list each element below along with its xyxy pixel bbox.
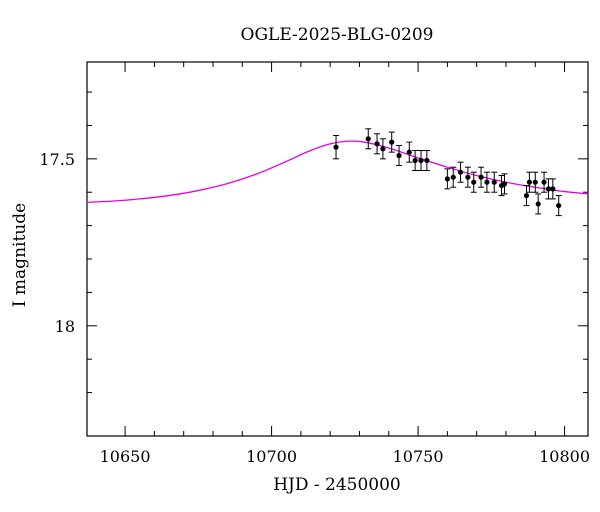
data-marker [501, 181, 508, 187]
data-marker [478, 174, 484, 180]
y-tick-labels: 17.5 18 [39, 150, 75, 336]
data-point [423, 149, 430, 172]
data-point [374, 133, 381, 155]
data-point [365, 128, 372, 150]
data-marker [484, 179, 490, 185]
data-marker [526, 179, 533, 185]
data-marker [541, 179, 547, 185]
data-marker [545, 186, 552, 192]
chart-title: OGLE-2025-BLG-0209 [241, 25, 434, 45]
data-marker [457, 169, 464, 175]
data-point [388, 131, 395, 153]
x-tick-label: 10700 [246, 447, 297, 466]
data-point [549, 178, 556, 200]
data-point [478, 166, 485, 188]
data-marker [550, 186, 556, 192]
data-marker [532, 179, 538, 185]
data-marker [444, 176, 450, 182]
data-marker [365, 136, 371, 142]
data-points [333, 128, 562, 217]
x-axis-label: HJD - 2450000 [273, 475, 401, 495]
data-marker [389, 139, 395, 145]
y-tick-label: 17.5 [39, 150, 75, 169]
data-marker [523, 192, 530, 199]
data-point [483, 171, 490, 193]
data-point [535, 193, 542, 215]
data-point [444, 168, 451, 190]
data-point [418, 149, 424, 172]
data-point [396, 144, 403, 167]
data-point [491, 171, 498, 193]
data-marker [471, 179, 477, 185]
data-point [450, 166, 457, 188]
x-tick-label: 10800 [539, 447, 590, 466]
model-curve [86, 140, 589, 203]
data-marker [412, 157, 418, 164]
data-point [333, 134, 340, 160]
data-marker [491, 179, 497, 185]
x-tick-label: 10750 [393, 447, 444, 466]
data-point [523, 185, 530, 207]
data-marker [418, 157, 424, 164]
data-point [379, 138, 386, 160]
data-point [406, 141, 413, 163]
data-marker [535, 201, 541, 207]
x-tick-labels: 10650 10700 10750 10800 [100, 447, 590, 466]
data-marker [406, 149, 412, 155]
data-marker [465, 174, 471, 180]
data-point [532, 171, 539, 193]
x-tick-label: 10650 [100, 447, 151, 466]
data-marker [424, 157, 430, 164]
data-marker [333, 144, 339, 150]
data-point [412, 149, 419, 172]
data-point [457, 161, 464, 183]
y-tick-label: 18 [55, 317, 75, 336]
data-marker [374, 141, 380, 147]
data-marker [556, 202, 562, 209]
y-axis-label: I magnitude [10, 203, 30, 307]
plot-area [86, 61, 589, 437]
data-point [464, 166, 471, 188]
axis-ticks [87, 62, 588, 436]
data-marker [450, 174, 456, 180]
data-point [526, 171, 533, 193]
data-point [470, 171, 477, 193]
data-point [501, 173, 508, 195]
data-point [541, 171, 548, 193]
plot-frame [86, 61, 589, 437]
data-marker [380, 146, 386, 152]
data-marker [396, 152, 402, 159]
data-point [555, 195, 562, 217]
